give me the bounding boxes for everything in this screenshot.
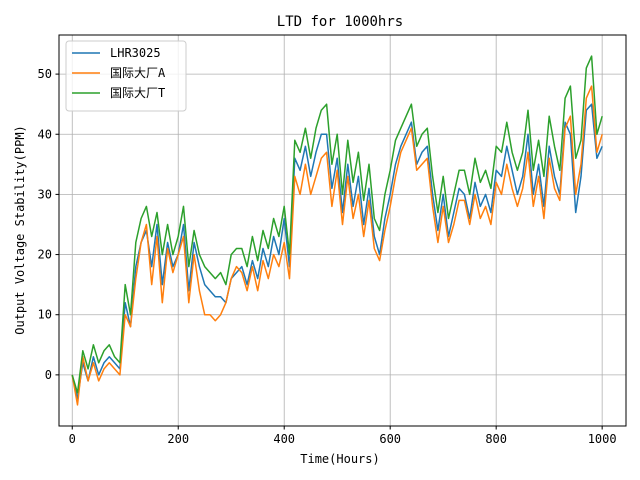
y-tick-label: 0 bbox=[45, 368, 52, 382]
ticks: 0 200 400 600 800 1000 0 10 20 30 40 50 bbox=[38, 67, 617, 446]
y-tick-label: 20 bbox=[38, 248, 52, 262]
y-tick-label: 40 bbox=[38, 127, 52, 141]
series-line-1 bbox=[71, 103, 603, 400]
x-tick-label: 800 bbox=[485, 432, 507, 446]
x-tick-label: 600 bbox=[379, 432, 401, 446]
x-axis-label: Time(Hours) bbox=[300, 452, 379, 466]
legend: LHR3025 国际大厂A 国际大厂T bbox=[65, 40, 187, 112]
x-tick-label: 200 bbox=[167, 432, 189, 446]
y-axis-label: Output Voltage Stability(PPM) bbox=[13, 125, 27, 335]
y-tick-label: 10 bbox=[38, 308, 52, 322]
plot-frame bbox=[58, 34, 627, 427]
series-layer bbox=[71, 55, 603, 406]
series-line-2 bbox=[71, 85, 603, 406]
series-line-3 bbox=[71, 55, 603, 394]
x-tick-label: 400 bbox=[273, 432, 295, 446]
y-tick-label: 30 bbox=[38, 187, 52, 201]
x-tick-label: 1000 bbox=[588, 432, 617, 446]
x-tick-label: 0 bbox=[69, 432, 76, 446]
chart-title: LTD for 1000hrs bbox=[277, 14, 403, 30]
legend-label: LHR3025 bbox=[110, 46, 161, 60]
y-tick-label: 50 bbox=[38, 67, 52, 81]
legend-label: 国际大厂T bbox=[110, 86, 165, 100]
legend-label: 国际大厂A bbox=[110, 66, 166, 80]
